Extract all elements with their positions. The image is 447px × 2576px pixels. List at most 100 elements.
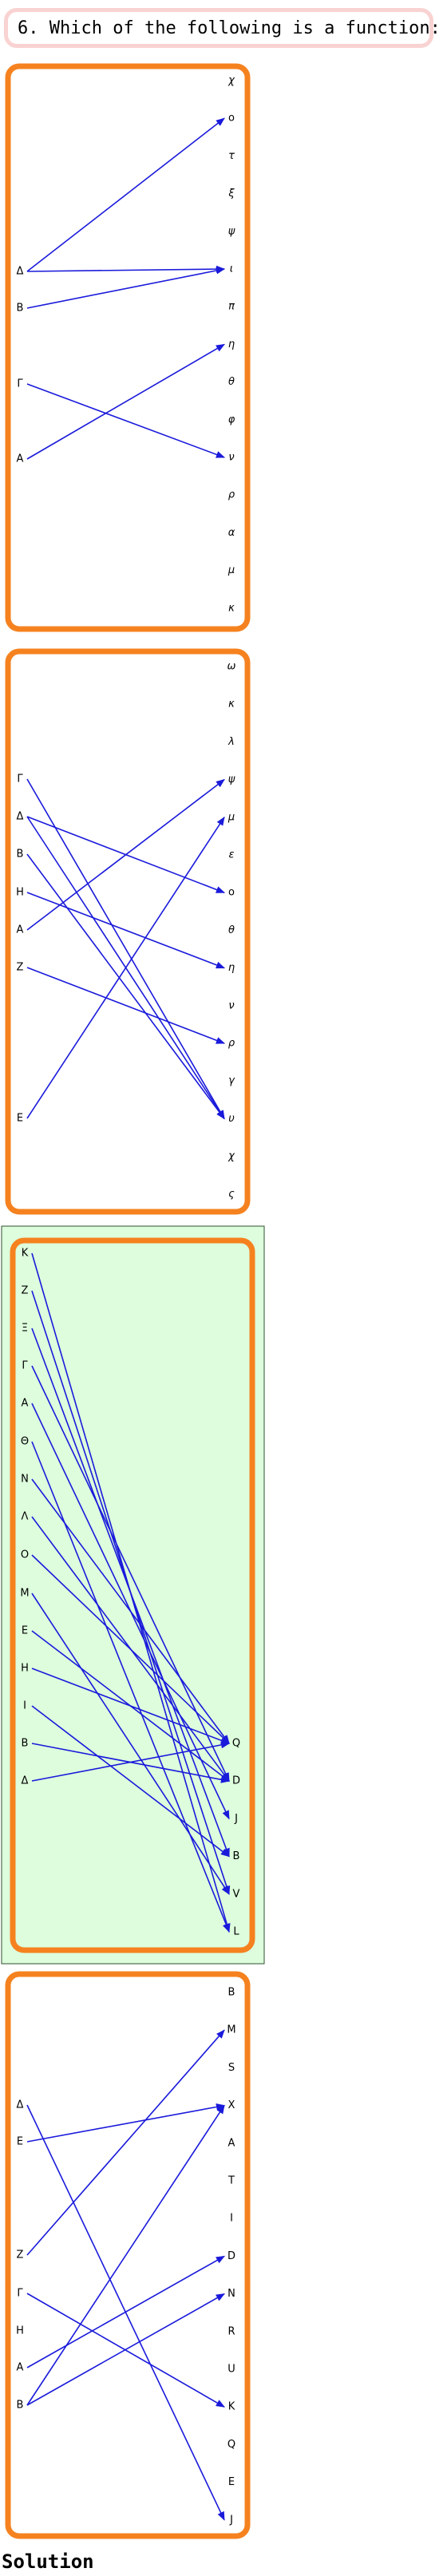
domain-label: Γ	[17, 378, 23, 390]
mapping-arrow	[26, 967, 226, 1044]
domain-label: Θ	[21, 1436, 29, 1448]
codomain-label: ν	[228, 999, 234, 1011]
mapping-arrow	[31, 1668, 231, 1744]
codomain-label: ψ	[228, 774, 235, 785]
codomain-label: ω	[227, 661, 236, 673]
selected-answer-highlight	[1, 1225, 265, 1965]
domain-label: A	[17, 2362, 24, 2374]
domain-label: Δ	[17, 266, 24, 278]
mapping-arrow	[26, 816, 225, 1119]
codomain-label: ψ	[228, 225, 235, 237]
domain-label: E	[17, 1113, 23, 1125]
mapping-arrow	[26, 343, 225, 460]
codomain-label: ν	[228, 452, 234, 464]
domain-label: Γ	[17, 2288, 23, 2300]
codomain-label: ρ	[228, 489, 235, 501]
domain-label: I	[23, 1700, 26, 1712]
mapping-arrow	[31, 1705, 230, 1858]
domain-label: B	[17, 303, 24, 315]
domain-label: Ξ	[22, 1323, 28, 1335]
codomain-label: ς	[228, 1188, 235, 1200]
question-number: 6.	[18, 18, 39, 38]
mapping-option-1: Δ B Γ Aχ o τ ξ ψ ι π η θ φ ν ρ α μ κ	[5, 63, 251, 632]
mapping-arrow	[31, 1328, 230, 1858]
option-panel[interactable]	[5, 63, 251, 632]
mapping-arrow	[26, 2104, 225, 2406]
codomain-label: J	[229, 2514, 233, 2526]
domain-label: E	[22, 1625, 28, 1637]
domain-label: Δ	[17, 811, 24, 823]
domain-label: N	[21, 1474, 29, 1486]
domain-label: A	[22, 1398, 29, 1410]
mapping-arrow	[26, 778, 225, 931]
codomain-label: μ	[227, 811, 235, 823]
domain-label: H	[21, 1663, 29, 1675]
mapping-option-2: Γ Δ B H A Z Eω κ λ ψ μ ε o θ η ν ρ γ υ χ ς	[5, 648, 251, 1215]
codomain-label: υ	[228, 1113, 235, 1125]
codomain-label: θ	[228, 924, 235, 936]
domain-label: B	[17, 2400, 24, 2412]
option-panel[interactable]	[10, 1237, 255, 1953]
mapping-arrow	[31, 1741, 231, 1782]
codomain-label: τ	[228, 150, 235, 162]
option-panel[interactable]	[5, 648, 251, 1215]
mapping-arrow	[26, 267, 226, 309]
codomain-label: D	[232, 1775, 240, 1787]
codomain-label: χ	[227, 1150, 235, 1162]
codomain-label: o	[228, 113, 235, 125]
domain-label: O	[21, 1549, 29, 1561]
domain-label: Z	[22, 1285, 29, 1297]
mapping-arrow	[26, 2293, 225, 2406]
codomain-label: γ	[228, 1075, 235, 1087]
mapping-option-4: Δ E Z Γ H A B B M S X A T I D N R U K Q E J	[5, 1971, 251, 2539]
codomain-label: Q	[227, 2439, 235, 2451]
codomain-label: κ	[228, 602, 235, 614]
mapping-arrow	[26, 2103, 226, 2143]
domain-label: H	[16, 887, 24, 899]
domain-label: M	[20, 1588, 29, 1600]
domain-label: Δ	[17, 2099, 24, 2111]
codomain-label: A	[228, 2137, 235, 2149]
codomain-label: ρ	[228, 1038, 235, 1050]
domain-label: A	[17, 453, 24, 465]
codomain-label: π	[228, 301, 235, 313]
codomain-label: I	[230, 2213, 233, 2225]
mapping-arrow	[26, 383, 226, 458]
mapping-arrow	[26, 853, 225, 1120]
codomain-label: λ	[227, 736, 235, 748]
mapping-arrow	[26, 778, 225, 1120]
domain-label: K	[22, 1248, 29, 1260]
domain-label: B	[17, 849, 24, 861]
codomain-label: B	[228, 1987, 235, 1999]
codomain-label: E	[228, 2476, 235, 2488]
domain-label: Γ	[22, 1360, 28, 1372]
codomain-label: T	[227, 2175, 235, 2187]
domain-label: E	[17, 2136, 23, 2148]
codomain-label: B	[233, 1850, 240, 1862]
codomain-label: L	[233, 1926, 239, 1938]
mapping-option-3: K Z Ξ Γ A Θ N Λ O M E H I B Δ Q D J B V L	[1, 1225, 265, 1965]
mapping-arrow	[31, 1593, 230, 1895]
codomain-label: χ	[227, 75, 235, 87]
codomain-label: V	[233, 1888, 240, 1900]
codomain-label: κ	[228, 698, 235, 710]
solution-label: Solution	[2, 2550, 94, 2573]
domain-label: Λ	[22, 1511, 29, 1523]
codomain-label: M	[227, 2024, 235, 2036]
mapping-arrow	[26, 892, 226, 969]
domain-label: Γ	[17, 774, 23, 785]
domain-label: H	[16, 2325, 24, 2337]
mapping-arrow	[26, 117, 225, 272]
codomain-label: D	[227, 2250, 235, 2262]
mapping-arrow	[26, 265, 226, 273]
codomain-label: o	[228, 887, 235, 899]
mapping-arrow	[31, 1478, 230, 1744]
domain-label: Δ	[22, 1775, 29, 1787]
domain-label: A	[17, 924, 24, 936]
codomain-label: N	[227, 2288, 235, 2300]
codomain-label: K	[228, 2401, 235, 2413]
codomain-label: μ	[227, 564, 235, 576]
option-panel[interactable]	[5, 1971, 251, 2539]
question-text: Which of the following is a function:	[49, 18, 441, 38]
